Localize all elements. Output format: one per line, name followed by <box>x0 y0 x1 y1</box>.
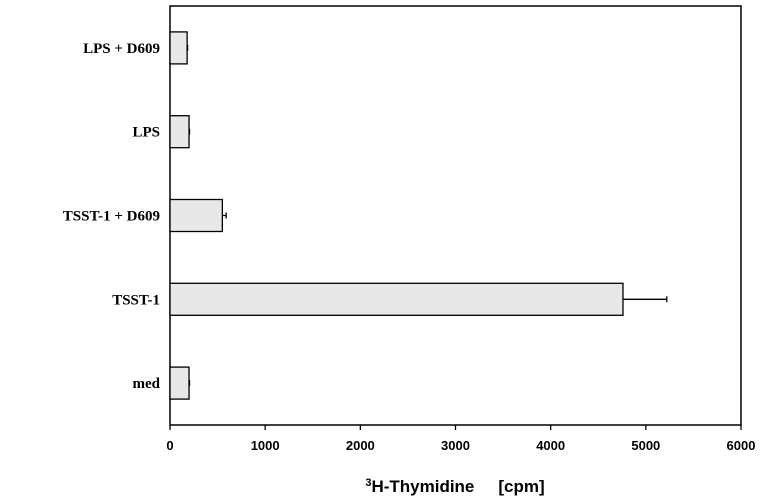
bar-2 <box>169 198 223 233</box>
x-tick-label-4: 4000 <box>536 438 565 453</box>
x-axis-title-unit: [cpm] <box>498 477 544 496</box>
bar-1 <box>169 115 190 149</box>
x-ticks-group: 0 1000 2000 3000 4000 5000 6000 <box>166 425 755 453</box>
category-labels-group: LPS + D609 LPS TSST-1 + D609 TSST-1 med <box>63 41 161 392</box>
bar-3 <box>169 282 624 316</box>
bars-group <box>169 31 624 400</box>
x-tick-label-3: 3000 <box>441 438 470 453</box>
x-tick-label-1: 1000 <box>251 438 280 453</box>
category-label-1: LPS <box>132 125 160 141</box>
x-axis-title: 3H-Thymidine [cpm] <box>365 477 544 496</box>
x-tick-label-5: 5000 <box>631 438 660 453</box>
category-label-4: med <box>133 376 161 392</box>
x-axis-title-main: H-Thymidine <box>371 477 474 496</box>
error-bar-2 <box>222 212 227 219</box>
x-tick-label-2: 2000 <box>346 438 375 453</box>
plot-frame <box>169 5 742 426</box>
category-label-2: TSST-1 + D609 <box>63 209 160 225</box>
bar-0 <box>169 31 188 65</box>
bar-4 <box>169 366 190 400</box>
error-bars-group <box>186 44 668 387</box>
category-label-3: TSST-1 <box>112 292 160 308</box>
x-tick-label-6: 6000 <box>727 438 756 453</box>
error-bar-3 <box>622 296 668 303</box>
x-axis-title-superscript: 3 <box>365 477 371 489</box>
category-label-0: LPS + D609 <box>83 41 160 57</box>
x-tick-label-0: 0 <box>166 438 173 453</box>
